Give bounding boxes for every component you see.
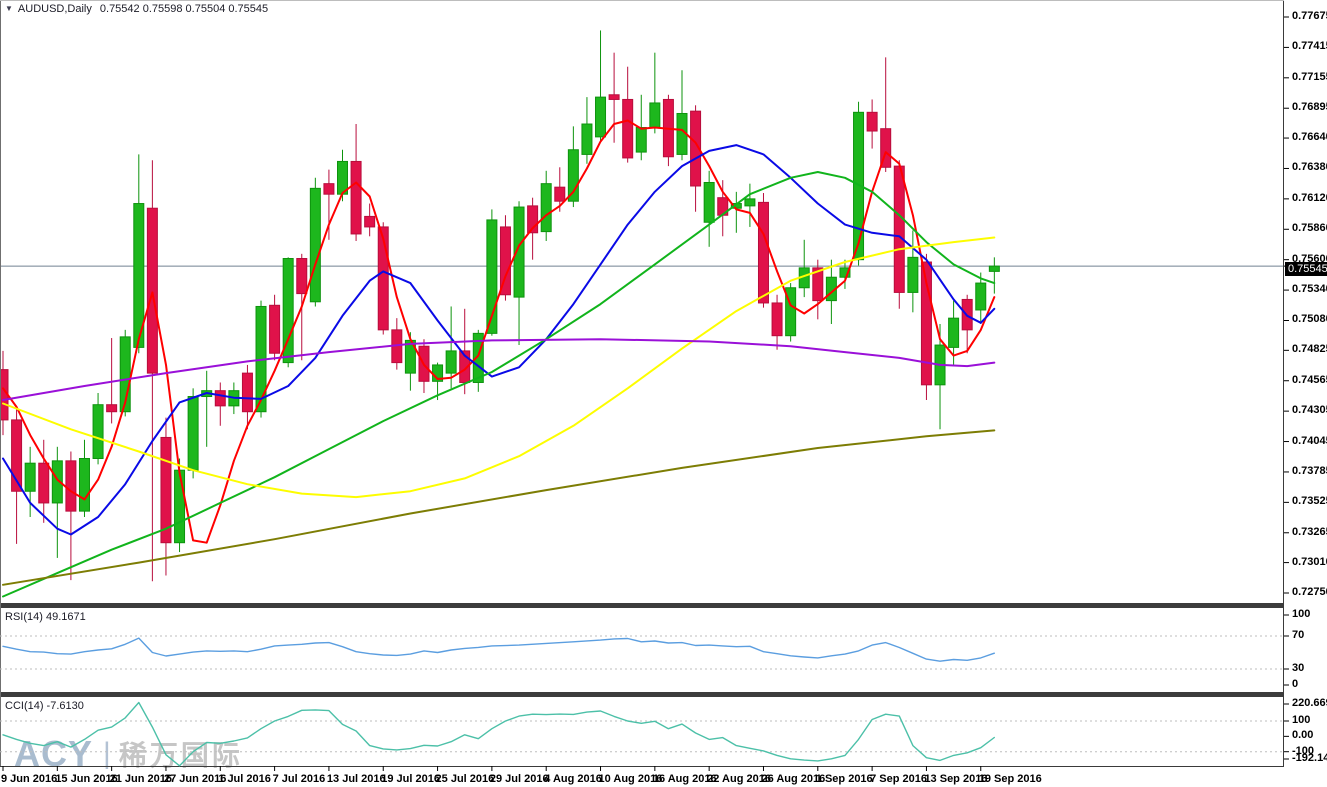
ma-red-fast bbox=[2, 119, 996, 544]
watermark-divider: | bbox=[103, 737, 111, 770]
ma-olive-longest bbox=[2, 429, 996, 586]
price-axis-ticks bbox=[1284, 16, 1289, 594]
ma-blue-medium bbox=[2, 144, 996, 536]
rsi-line bbox=[2, 637, 995, 662]
panel-separator bbox=[0, 692, 1284, 697]
moving-average-lines bbox=[2, 119, 996, 598]
ma-purple-longer bbox=[2, 338, 996, 401]
panel-separator bbox=[0, 603, 1284, 608]
acy-logo: ACY bbox=[14, 733, 94, 774]
rsi-panel-graphics bbox=[0, 614, 1289, 686]
ma-green-slow bbox=[2, 171, 996, 598]
date-axis-ticks bbox=[2, 766, 982, 771]
cci-panel-graphics bbox=[0, 701, 1289, 767]
ma-yellow-long bbox=[2, 236, 996, 499]
cci-line bbox=[2, 701, 995, 767]
